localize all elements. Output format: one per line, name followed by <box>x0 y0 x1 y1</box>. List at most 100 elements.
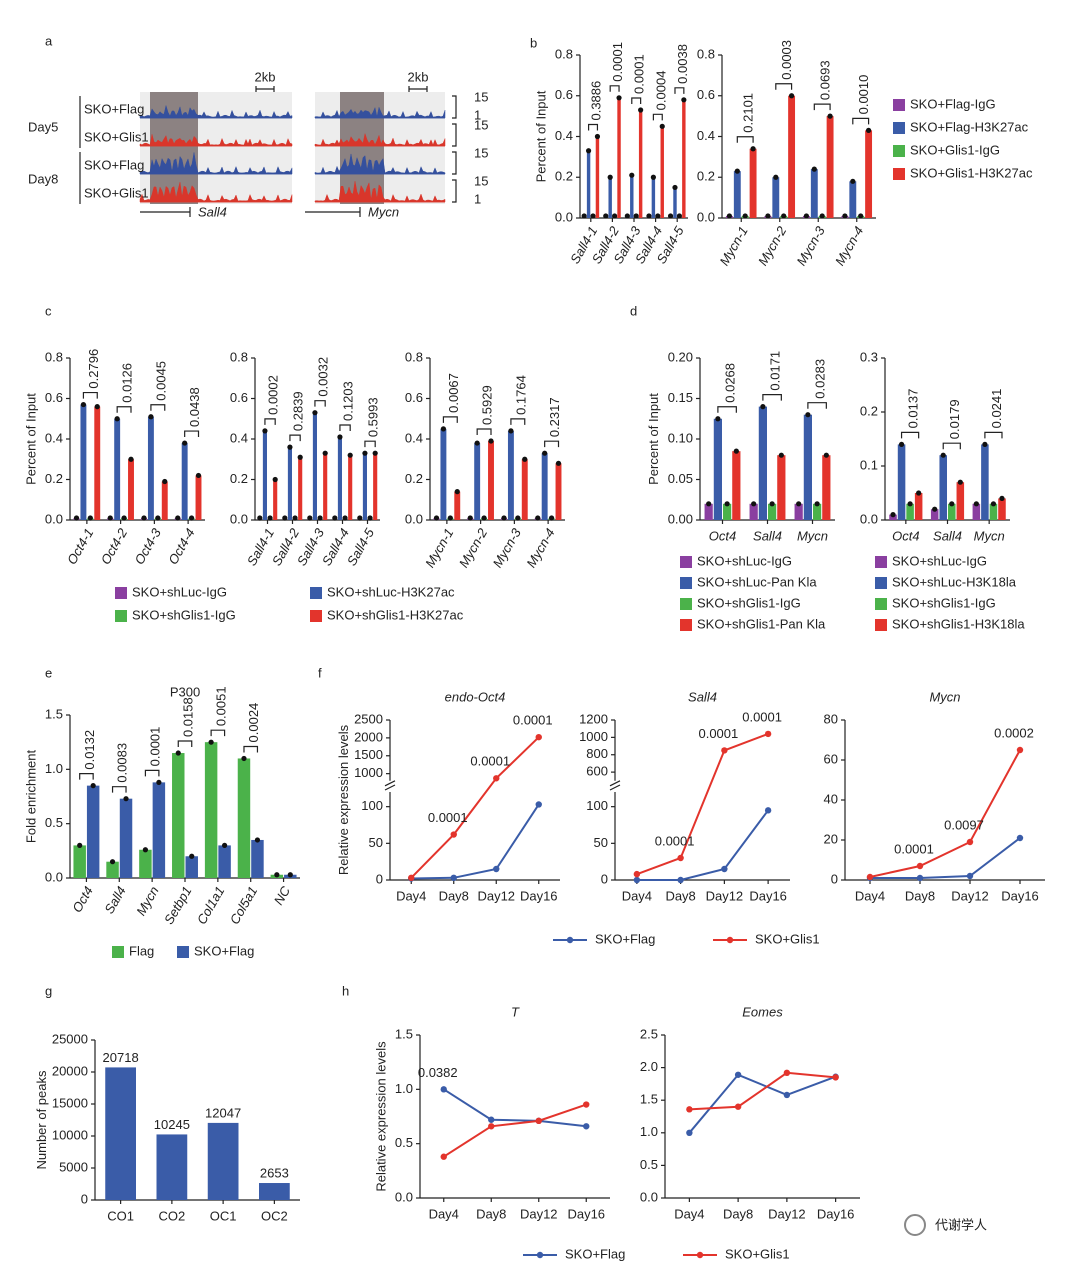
highlight-region <box>340 92 384 204</box>
scale-label: 15 <box>474 145 488 160</box>
panel-label: b <box>530 35 537 50</box>
bar <box>826 116 834 218</box>
point <box>450 874 457 881</box>
replicate-dot <box>141 515 147 521</box>
point <box>633 870 641 878</box>
series-line <box>410 736 540 879</box>
y-tick-label: 0 <box>831 871 838 886</box>
panel-label: a <box>45 33 53 48</box>
replicate-dot <box>542 450 548 456</box>
scale-bracket <box>452 95 457 119</box>
replicate-dot <box>646 213 652 219</box>
point <box>686 1129 693 1137</box>
p-value: 0.0001 <box>632 54 647 94</box>
bar <box>586 150 591 218</box>
point <box>488 1123 495 1130</box>
y-tick-label: 0.3 <box>860 349 878 364</box>
gene-label: Sall4 <box>198 204 227 219</box>
track-signal <box>314 106 446 119</box>
bar <box>507 430 514 520</box>
y-axis-label: Percent of Input <box>646 393 661 485</box>
significance-bracket <box>289 434 301 442</box>
legend-swatch <box>893 99 905 111</box>
replicate-dot <box>949 501 955 507</box>
significance-bracket <box>762 394 782 401</box>
y-tick-label: 10000 <box>52 1127 88 1142</box>
p-value: 0.3886 <box>588 81 603 121</box>
replicate-dot <box>467 515 473 521</box>
chart-title: endo-Oct4 <box>445 689 506 704</box>
significance-bracket <box>177 740 193 748</box>
series-line <box>443 1088 587 1128</box>
replicate-dot <box>823 452 829 458</box>
p-value: 0.0083 <box>115 743 130 783</box>
panel-label: e <box>45 665 52 680</box>
replicate-dot <box>257 515 263 521</box>
x-tick-label: OC2 <box>261 1208 288 1223</box>
x-tick-label: Oct4 <box>892 528 919 543</box>
replicate-dot <box>90 783 96 789</box>
y-tick-label: 0.5 <box>45 815 63 830</box>
bar <box>298 457 303 520</box>
replicate-dot <box>87 515 93 521</box>
y-tick-label: 25000 <box>52 1031 88 1046</box>
y-axis-label: Number of peaks <box>34 1070 49 1169</box>
replicate-dot <box>123 796 129 802</box>
significance-bracket <box>852 117 870 125</box>
replicate-dot <box>322 450 328 456</box>
bar <box>488 441 494 520</box>
data-label: 12047 <box>205 1105 241 1120</box>
p-value: 0.0132 <box>82 730 97 770</box>
y-tick-label: 0.0 <box>395 1189 413 1204</box>
replicate-dot <box>272 476 278 483</box>
y-tick-label: 600 <box>586 764 608 779</box>
bar <box>723 503 732 520</box>
replicate-dot <box>733 448 739 454</box>
replicate-dot <box>898 441 905 447</box>
replicate-dot <box>940 452 946 458</box>
replicate-dot <box>274 872 280 878</box>
point <box>764 730 772 738</box>
track-label: SKO+Glis1 <box>84 129 149 144</box>
point <box>721 865 728 873</box>
track-signal <box>139 182 293 203</box>
bar <box>440 428 447 520</box>
legend-label: SKO+shLuc-Pan Kla <box>697 574 817 589</box>
replicate-dot <box>590 213 596 219</box>
replicate-dot <box>342 515 348 521</box>
x-tick-label: Day8 <box>476 1206 506 1221</box>
replicate-dot <box>454 489 460 495</box>
bar <box>989 503 998 520</box>
p-value: 0.0268 <box>723 363 738 403</box>
point <box>1016 746 1024 754</box>
legend-label: SKO+shLuc-IgG <box>697 553 792 568</box>
p-value: 0.0002 <box>994 725 1034 740</box>
legend-swatch <box>115 610 127 622</box>
p-value: 0.5929 <box>480 385 495 425</box>
bar <box>362 453 367 520</box>
y-tick-label: 1.0 <box>45 761 63 776</box>
legend-label: SKO+Flag <box>595 931 655 946</box>
scale-bar-label: 2kb <box>408 69 429 84</box>
y-axis-label: Fold enrichment <box>24 750 39 844</box>
y-tick-label: 0.2 <box>230 471 248 486</box>
significance-bracket <box>609 85 620 92</box>
bar <box>772 177 780 218</box>
series-line <box>688 1073 836 1134</box>
replicate-dot <box>307 515 313 521</box>
significance-bracket <box>674 87 685 94</box>
chart-title: Sall4 <box>688 689 717 704</box>
significance-bracket <box>243 745 259 753</box>
day-label: Day5 <box>28 119 58 134</box>
x-tick-label: Day8 <box>905 888 935 903</box>
significance-bracket <box>984 431 1003 439</box>
bar <box>555 463 562 520</box>
series-line <box>636 732 769 876</box>
replicate-dot <box>267 515 273 521</box>
replicate-dot <box>287 444 293 450</box>
replicate-dot <box>162 478 168 485</box>
replicate-dot <box>148 414 154 420</box>
replicate-dot <box>282 515 288 521</box>
legend-label: SKO+Flag <box>565 1246 625 1261</box>
